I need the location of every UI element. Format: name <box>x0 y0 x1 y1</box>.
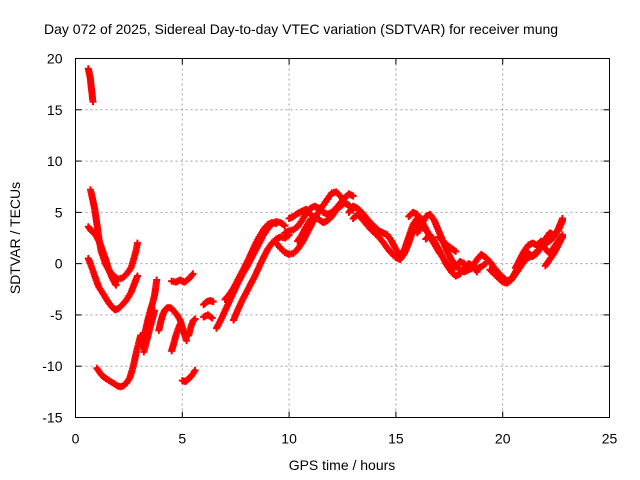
axis-ticks <box>75 58 610 418</box>
y-axis-title: SDTVAR / TECUs <box>7 182 23 294</box>
data-point <box>272 220 280 228</box>
y-tick-label: -15 <box>42 410 62 426</box>
data-point <box>559 233 567 241</box>
data-point <box>281 222 289 230</box>
data-marks <box>84 65 567 391</box>
y-tick-labels: -15 -10 -5 0 5 10 15 20 <box>42 51 62 426</box>
data-point <box>305 209 313 217</box>
data-point <box>176 320 184 328</box>
y-tick-label: -10 <box>42 358 62 374</box>
data-point <box>190 316 198 324</box>
data-point <box>151 307 159 315</box>
x-tick-label: 25 <box>602 431 618 447</box>
data-point <box>349 192 357 200</box>
y-tick-label: -5 <box>50 307 63 323</box>
data-point <box>452 247 460 255</box>
data-point <box>183 337 191 345</box>
x-tick-label: 0 <box>72 431 80 447</box>
data-point <box>133 272 141 280</box>
x-tick-labels: 0 5 10 15 20 25 <box>72 431 618 447</box>
y-tick-label: 5 <box>55 204 63 220</box>
data-point <box>209 298 217 306</box>
y-tick-label: 10 <box>47 153 63 169</box>
plot-frame <box>75 58 610 418</box>
y-tick-label: 20 <box>47 51 63 67</box>
x-tick-label: 15 <box>388 431 404 447</box>
data-point <box>112 281 120 289</box>
data-point <box>89 98 97 106</box>
y-tick-label: 0 <box>55 256 63 272</box>
data-point <box>133 239 141 247</box>
x-tick-label: 5 <box>178 431 186 447</box>
data-point <box>473 268 481 276</box>
data-point <box>188 271 196 279</box>
grid-lines <box>75 58 610 418</box>
y-tick-label: 15 <box>47 102 63 118</box>
data-point <box>208 314 216 322</box>
chart-title: Day 072 of 2025, Sidereal Day-to-day VTE… <box>44 21 558 37</box>
data-point <box>191 315 199 323</box>
x-axis-title: GPS time / hours <box>289 457 396 473</box>
data-point <box>191 366 199 374</box>
data-point <box>153 276 161 284</box>
x-tick-label: 10 <box>281 431 297 447</box>
data-point <box>559 215 567 223</box>
data-point <box>189 270 197 278</box>
x-tick-label: 20 <box>495 431 511 447</box>
data-point <box>306 210 314 218</box>
